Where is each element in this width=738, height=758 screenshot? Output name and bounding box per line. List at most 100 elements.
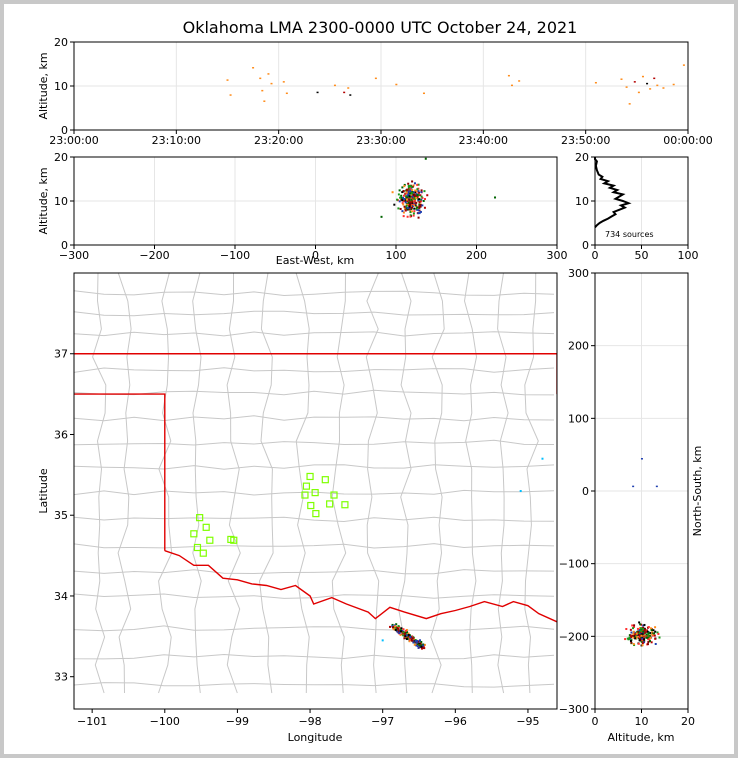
- ew-source-point: [401, 199, 404, 202]
- ns-source-point: [629, 628, 632, 631]
- ns-source-point: [642, 624, 645, 627]
- plan-source-point: [415, 641, 418, 644]
- ns-source-point: [643, 623, 646, 626]
- longitude-tick-label: −98: [298, 715, 321, 728]
- hist-altitude-tick-label: 10: [575, 195, 589, 208]
- plan-source-point: [397, 625, 400, 628]
- ns-tick-label: −200: [559, 630, 589, 643]
- ew-source-point: [413, 207, 416, 210]
- ew-source-point: [400, 194, 403, 197]
- county-line: [192, 273, 202, 694]
- ew-source-point: [407, 188, 410, 191]
- ns-source-point: [639, 636, 642, 639]
- plan-source-point: [396, 630, 399, 633]
- ns-source-point: [639, 628, 642, 631]
- ns-source-point: [639, 623, 642, 626]
- altitude-tick-label: 10: [54, 80, 68, 93]
- ew-source-point: [403, 207, 406, 210]
- plan-outlier-point: [381, 639, 384, 642]
- ew-source-point: [402, 196, 405, 199]
- plan-source-point: [419, 642, 422, 645]
- plan-source-point: [423, 643, 426, 646]
- ns-tick-label: −100: [559, 558, 589, 571]
- plan-source-point: [416, 642, 419, 645]
- ew-source-point: [399, 207, 402, 210]
- plan-source-point: [411, 637, 414, 640]
- ew-source-point: [411, 190, 414, 193]
- ns-source-point: [643, 628, 646, 631]
- ns-source-point: [640, 629, 643, 632]
- plan-source-point: [413, 643, 416, 646]
- ew-source-point: [407, 192, 410, 195]
- plan-source-point: [422, 643, 425, 646]
- ew-tick-label: 100: [386, 249, 407, 262]
- ns-source-point: [640, 623, 643, 626]
- latitude-label: Latitude: [37, 468, 50, 514]
- ns-source-point: [649, 627, 652, 630]
- ew-source-point: [409, 214, 412, 217]
- source-point: [270, 82, 273, 85]
- ew-tick-label: −200: [139, 249, 169, 262]
- plan-source-point: [403, 637, 406, 640]
- ns-source-point: [639, 638, 642, 641]
- ew-source-point: [418, 212, 421, 215]
- lma-station: [196, 514, 204, 522]
- ns-source-point: [633, 625, 636, 628]
- plan-source-point: [406, 637, 409, 640]
- ew-source-point: [413, 196, 416, 199]
- ew-source-point: [422, 199, 425, 202]
- source-point: [333, 84, 336, 87]
- ew-source-point: [420, 198, 423, 201]
- lma-station: [341, 501, 349, 509]
- ew-source-point: [404, 192, 407, 195]
- ew-height-ylabel: Altitude, km: [37, 167, 50, 234]
- ew-source-point: [391, 191, 394, 194]
- ew-source-point: [423, 190, 426, 193]
- ns-source-point: [632, 643, 635, 646]
- ew-source-point: [404, 209, 407, 212]
- ew-source-point: [417, 212, 420, 215]
- plan-view-axes: [73, 272, 558, 710]
- lma-station: [190, 530, 198, 538]
- ew-source-point: [416, 183, 419, 186]
- ew-source-point: [415, 201, 418, 204]
- plan-source-point: [414, 640, 417, 643]
- latitude-tick-label: 35: [54, 509, 68, 522]
- ew-source-point: [414, 191, 417, 194]
- ew-source-point: [418, 209, 421, 212]
- time-tick-label: 23:30:00: [356, 134, 405, 147]
- ew-source-point: [418, 201, 421, 204]
- ew-source-point: [402, 194, 405, 197]
- county-line: [497, 273, 509, 694]
- ew-source-point: [408, 201, 411, 204]
- ew-source-point: [402, 211, 405, 214]
- ew-source-point: [407, 190, 410, 193]
- ns-source-point: [630, 636, 633, 639]
- ew-height-panel: −300 −200 −100 0 100 200 300 0 10 20 Altitude, k…: [37, 151, 568, 267]
- ew-source-point: [411, 192, 414, 195]
- plan-source-point: [409, 636, 412, 639]
- ns-outlier-point: [632, 485, 635, 488]
- lma-station: [193, 543, 202, 552]
- height-ns-panel: 0 10 20 −300 −200 −100 0 100 200 300 North-South…: [559, 267, 704, 744]
- ew-source-point: [418, 205, 421, 208]
- ns-source-point: [631, 634, 634, 637]
- ew-altitude-tick-label: 20: [54, 151, 68, 164]
- ew-source-point: [402, 200, 405, 203]
- ew-source-point: [398, 189, 401, 192]
- ew-source-point: [403, 183, 406, 186]
- ew-source-point: [408, 204, 411, 207]
- ew-source-point: [405, 203, 408, 206]
- plan-source-point: [404, 636, 407, 639]
- ew-source-point: [410, 198, 413, 201]
- longitude-tick-label: −99: [226, 715, 249, 728]
- source-point: [343, 91, 346, 94]
- ew-tick-label: −100: [220, 249, 250, 262]
- ew-source-point: [413, 210, 416, 213]
- ns-source-point: [641, 637, 644, 640]
- ew-source-point: [403, 205, 406, 208]
- county-line: [226, 273, 241, 694]
- plan-source-point: [397, 628, 400, 631]
- ns-source-point: [648, 640, 651, 643]
- time-height-panel: 23:00:00 23:10:00 23:20:00 23:30:00 23:40:00…: [37, 36, 713, 147]
